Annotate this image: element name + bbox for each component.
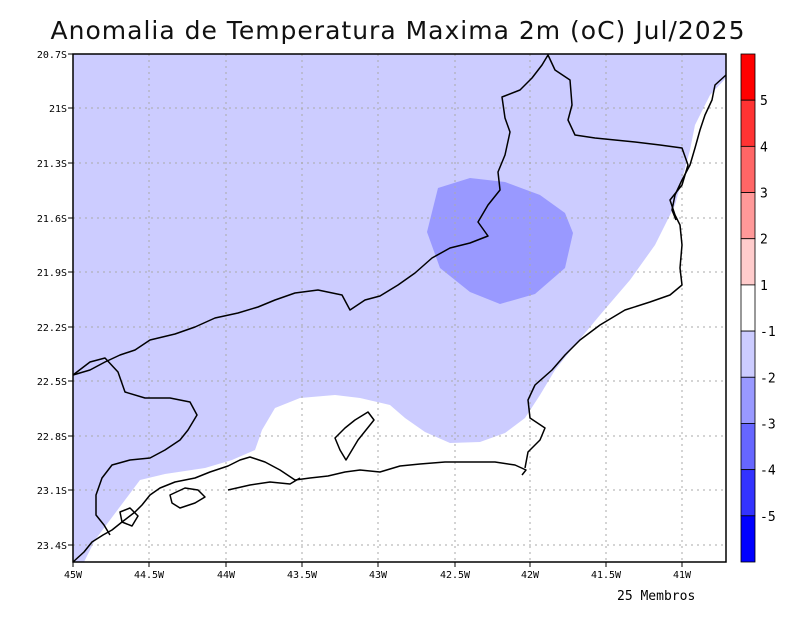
- colorbar-label: -2: [760, 371, 776, 386]
- colorbar-swatch: [740, 423, 756, 471]
- border-outline: [72, 54, 689, 469]
- coast-north: [671, 74, 727, 221]
- lon-tick-label: 44W: [217, 570, 236, 581]
- lat-tick-label: 21.6S: [37, 214, 67, 225]
- latitude-axis: 20.7S 21S 21.3S 21.6S 21.9S 22.2S 22.5S 22.8S 23…: [37, 50, 73, 552]
- colorbar-label: 3: [760, 187, 768, 202]
- plot-frame: [72, 53, 727, 563]
- inner-border: [72, 357, 198, 536]
- gridlines: [73, 54, 726, 562]
- island-2: [169, 487, 206, 509]
- island-1: [334, 411, 375, 461]
- lat-tick-label: 22.8S: [37, 432, 67, 443]
- ensemble-note: 25 Membros: [617, 589, 696, 604]
- colorbar-swatch: [740, 145, 756, 193]
- lat-tick-label: 21.9S: [37, 268, 67, 279]
- lon-tick-label: 43W: [369, 570, 388, 581]
- lat-tick-label: 21.3S: [37, 159, 67, 170]
- lon-tick-label: 43.5W: [287, 570, 318, 581]
- lat-tick-label: 22.5S: [37, 377, 67, 388]
- lon-tick-label: 44.5W: [134, 570, 165, 581]
- island-3: [119, 507, 139, 527]
- colorbar-label: 5: [760, 94, 768, 109]
- colorbar-swatch: [740, 53, 756, 101]
- lat-tick-label: 22.2S: [37, 323, 67, 334]
- colorbar-swatch: [740, 376, 756, 424]
- lon-tick-label: 41.5W: [591, 570, 622, 581]
- colorbar-label: 2: [760, 233, 768, 248]
- lat-tick-label: 23.4S: [37, 541, 67, 552]
- colorbar-swatch: [740, 284, 756, 332]
- colorbar-label: -5: [760, 510, 776, 525]
- colorbar-swatch: [740, 238, 756, 286]
- colorbar: [740, 53, 756, 563]
- colorbar-swatch: [740, 192, 756, 240]
- longitude-axis: 45W 44.5W 44W 43.5W 43W 42.5W 42W 41.5W 41W: [64, 562, 692, 581]
- map-title: Anomalia de Temperatura Maxima 2m (oC) J…: [50, 16, 746, 45]
- lon-tick-label: 42W: [521, 570, 540, 581]
- lat-tick-label: 21S: [49, 104, 67, 115]
- colorbar-label: 1: [760, 279, 768, 294]
- colorbar-swatch: [740, 99, 756, 147]
- coastline-south: [72, 456, 527, 563]
- lon-tick-label: 42.5W: [440, 570, 471, 581]
- colorbar-labels: 5 4 3 2 1 -1 -2 -3 -4 -5: [760, 94, 776, 525]
- colorbar-label: -1: [760, 325, 776, 340]
- colorbar-label: -4: [760, 464, 776, 479]
- colorbar-swatch: [740, 469, 756, 517]
- bay-edge: [227, 477, 301, 491]
- colorbar-label: 4: [760, 140, 768, 155]
- colorbar-label: -3: [760, 417, 776, 432]
- lon-tick-label: 41W: [673, 570, 692, 581]
- lon-tick-label: 45W: [64, 570, 83, 581]
- colorbar-swatch: [740, 515, 756, 563]
- lat-tick-label: 20.7S: [37, 50, 67, 61]
- colorbar-swatch: [740, 330, 756, 378]
- state-borders: [72, 54, 727, 563]
- lat-tick-label: 23.1S: [37, 486, 67, 497]
- anomaly-region-minus1: [73, 54, 726, 562]
